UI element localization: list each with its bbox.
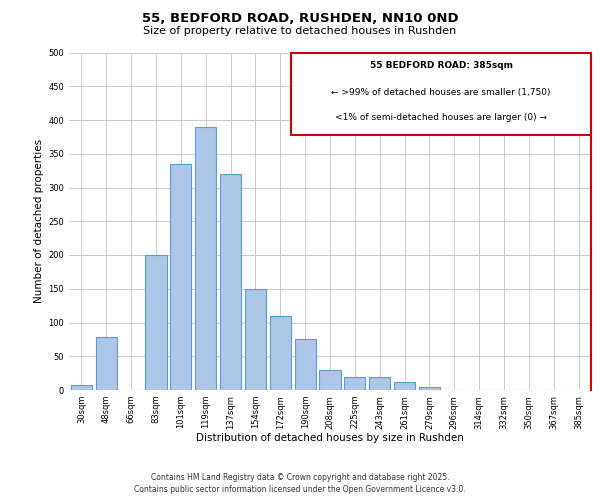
Y-axis label: Number of detached properties: Number of detached properties (34, 139, 44, 304)
Bar (419, 386, 440, 390)
Bar (319, 370, 341, 390)
Text: Contains HM Land Registry data © Crown copyright and database right 2025.: Contains HM Land Registry data © Crown c… (151, 472, 449, 482)
Bar (96, 338, 117, 390)
Bar (170, 164, 191, 390)
Text: ← >99% of detached houses are smaller (1,750): ← >99% of detached houses are smaller (1… (331, 88, 551, 98)
Text: Contains public sector information licensed under the Open Government Licence v3: Contains public sector information licen… (134, 485, 466, 494)
Bar (245, 289, 266, 390)
Bar (344, 376, 365, 390)
Text: 55, BEDFORD ROAD, RUSHDEN, NN10 0ND: 55, BEDFORD ROAD, RUSHDEN, NN10 0ND (142, 12, 458, 26)
Bar (295, 340, 316, 390)
Bar (394, 382, 415, 390)
Bar (195, 126, 216, 390)
X-axis label: Distribution of detached houses by size in Rushden: Distribution of detached houses by size … (196, 433, 464, 443)
Text: <1% of semi-detached houses are larger (0) →: <1% of semi-detached houses are larger (… (335, 114, 547, 122)
Bar (369, 376, 390, 390)
Bar (270, 316, 291, 390)
Bar (220, 174, 241, 390)
Text: 55 BEDFORD ROAD: 385sqm: 55 BEDFORD ROAD: 385sqm (370, 62, 512, 70)
Text: Size of property relative to detached houses in Rushden: Size of property relative to detached ho… (143, 26, 457, 36)
Bar (71, 384, 92, 390)
Bar (145, 255, 167, 390)
